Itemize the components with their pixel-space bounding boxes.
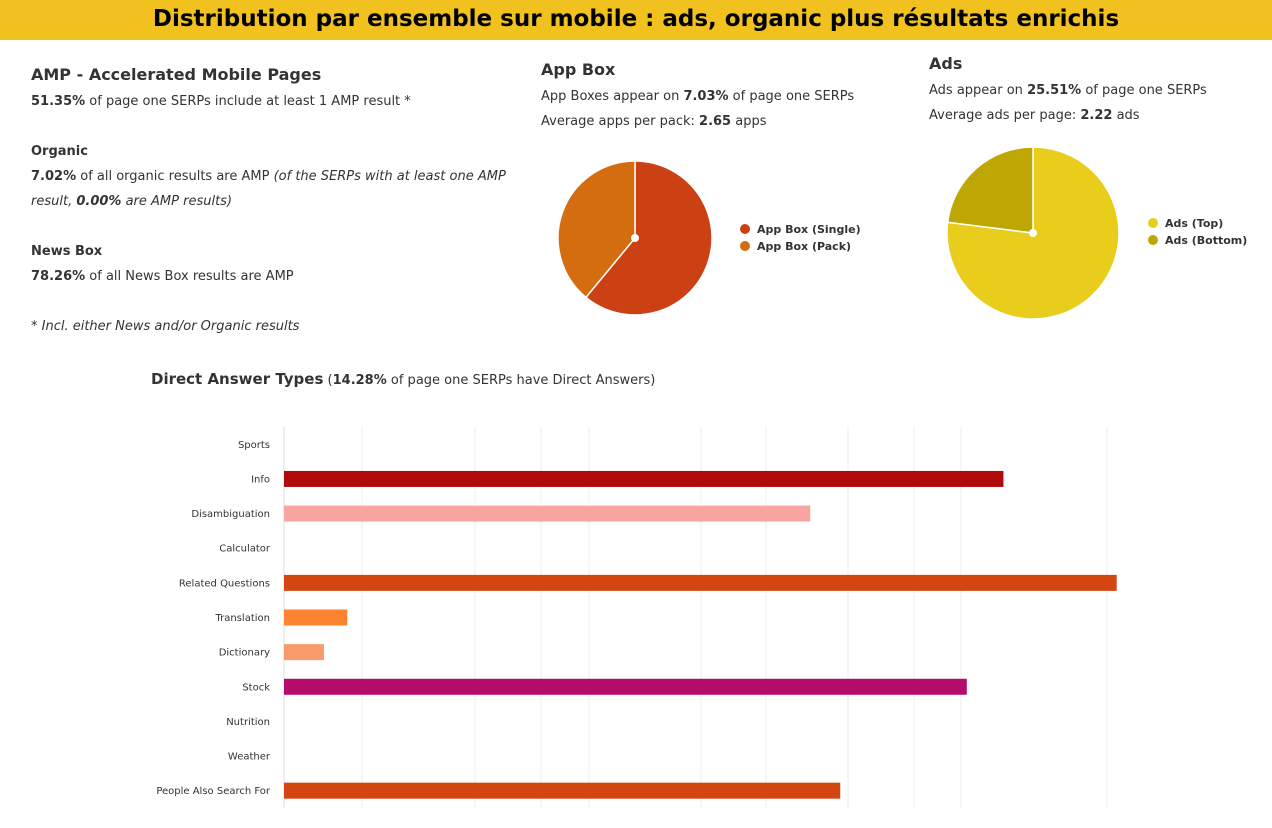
ads-line1: Ads appear on 25.51% of page one SERPs (929, 78, 1207, 103)
ads-pie-chart (946, 146, 1120, 320)
ads-pie-legend: Ads (Top) Ads (Bottom) (1148, 217, 1247, 247)
organic-text: of all organic results are AMP (76, 169, 274, 184)
category-label-nutrition: Nutrition (226, 717, 270, 728)
appbox-title: App Box (541, 60, 616, 79)
banner-title: Distribution par ensemble sur mobile : a… (0, 0, 1272, 40)
bar-dictionary[interactable] (284, 644, 324, 661)
appbox-pie-legend-marker-app-box-single (740, 224, 750, 234)
direct-answers-sub-value: 14.28% (332, 373, 387, 388)
ads-pie-legend-marker-ads-bottom (1148, 235, 1158, 245)
bar-translation[interactable] (284, 609, 348, 626)
news-line: 78.26% of all News Box results are AMP (31, 264, 294, 289)
bar-people-also-search-for[interactable] (284, 782, 841, 799)
appbox-line2-value: 2.65 (699, 114, 732, 129)
organic-note-c: are AMP results) (121, 194, 233, 209)
category-label-weather: Weather (228, 752, 271, 763)
appbox-pie-legend-label-app-box-single[interactable]: App Box (Single) (757, 223, 861, 236)
direct-answers-bars (284, 470, 1117, 799)
ads-line2: Average ads per page: 2.22 ads (929, 103, 1140, 128)
appbox-line2-post: apps (731, 114, 767, 129)
organic-title: Organic (31, 144, 88, 159)
ads-line1-post: of page one SERPs (1081, 83, 1207, 98)
ads-line2-pre: Average ads per page: (929, 108, 1081, 123)
amp-summary-value: 51.35% (31, 94, 86, 109)
direct-answers-category-labels: Sports Info Disambiguation Calculator Relate… (156, 440, 271, 797)
category-label-translation: Translation (215, 613, 271, 624)
appbox-line1-value: 7.03% (683, 89, 729, 104)
direct-answers-sub-pre: ( (323, 373, 333, 388)
organic-note-b: result, (31, 194, 77, 209)
appbox-pie-slice-app-box-single[interactable] (584, 160, 713, 316)
category-label-people-also-search-for: People Also Search For (156, 786, 271, 797)
organic-line2: result, 0.00% are AMP results) (31, 189, 232, 214)
direct-answers-title: Direct Answer Types (151, 370, 324, 388)
category-label-calculator: Calculator (219, 544, 271, 555)
ads-title: Ads (929, 54, 963, 73)
category-label-stock: Stock (242, 682, 270, 693)
amp-title: AMP - Accelerated Mobile Pages (31, 65, 322, 84)
ads-line2-value: 2.22 (1080, 108, 1113, 123)
bar-disambiguation[interactable] (284, 505, 811, 522)
ads-line2-post: ads (1112, 108, 1140, 123)
news-value: 78.26% (31, 269, 86, 284)
ads-pie-legend-label-ads-bottom[interactable]: Ads (Bottom) (1165, 234, 1247, 247)
news-text: of all News Box results are AMP (85, 269, 294, 284)
appbox-pie-slice-app-box-pack[interactable] (557, 160, 636, 299)
appbox-pie-legend-label-app-box-pack[interactable]: App Box (Pack) (757, 240, 851, 253)
ads-line1-pre: Ads appear on (929, 83, 1028, 98)
direct-answers-sub-post: of page one SERPs have Direct Answers) (386, 373, 656, 388)
category-label-sports: Sports (238, 440, 270, 451)
appbox-line1: App Boxes appear on 7.03% of page one SE… (541, 84, 854, 109)
organic-value: 7.02% (31, 169, 77, 184)
direct-answers-heading: Direct Answer Types (14.28% of page one … (151, 367, 655, 393)
amp-summary: 51.35% of page one SERPs include at leas… (31, 89, 411, 114)
ads-pie-legend-label-ads-top[interactable]: Ads (Top) (1165, 217, 1223, 230)
ads-pie-center-dot (1029, 229, 1037, 237)
organic-line1: 7.02% of all organic results are AMP (of… (31, 164, 506, 189)
appbox-pie-chart (557, 160, 713, 316)
amp-footnote: * Incl. either News and/or Organic resul… (31, 319, 300, 334)
news-title: News Box (31, 244, 103, 259)
appbox-line2: Average apps per pack: 2.65 apps (541, 109, 767, 134)
appbox-line1-post: of page one SERPs (728, 89, 855, 104)
organic-note-a: (of the SERPs with at least one AMP (273, 169, 506, 184)
ads-pie-legend-marker-ads-top (1148, 218, 1158, 228)
category-label-related-questions: Related Questions (179, 578, 270, 589)
appbox-pie-center-dot (631, 234, 639, 242)
organic-note-value: 0.00% (76, 194, 122, 209)
bar-info[interactable] (284, 470, 1004, 487)
category-label-info: Info (251, 474, 270, 485)
ads-pie-slice-ads-bottom[interactable] (946, 146, 1034, 234)
ads-line1-value: 25.51% (1027, 83, 1082, 98)
appbox-line1-pre: App Boxes appear on (541, 89, 684, 104)
appbox-line2-pre: Average apps per pack: (541, 114, 700, 129)
category-label-disambiguation: Disambiguation (191, 509, 270, 520)
amp-summary-text: of page one SERPs include at least 1 AMP… (85, 94, 411, 109)
bar-stock[interactable] (284, 678, 967, 695)
appbox-pie-legend: App Box (Single) App Box (Pack) (740, 223, 861, 253)
appbox-pie-legend-marker-app-box-pack (740, 241, 750, 251)
category-label-dictionary: Dictionary (219, 648, 270, 659)
bar-related-questions[interactable] (284, 574, 1117, 591)
